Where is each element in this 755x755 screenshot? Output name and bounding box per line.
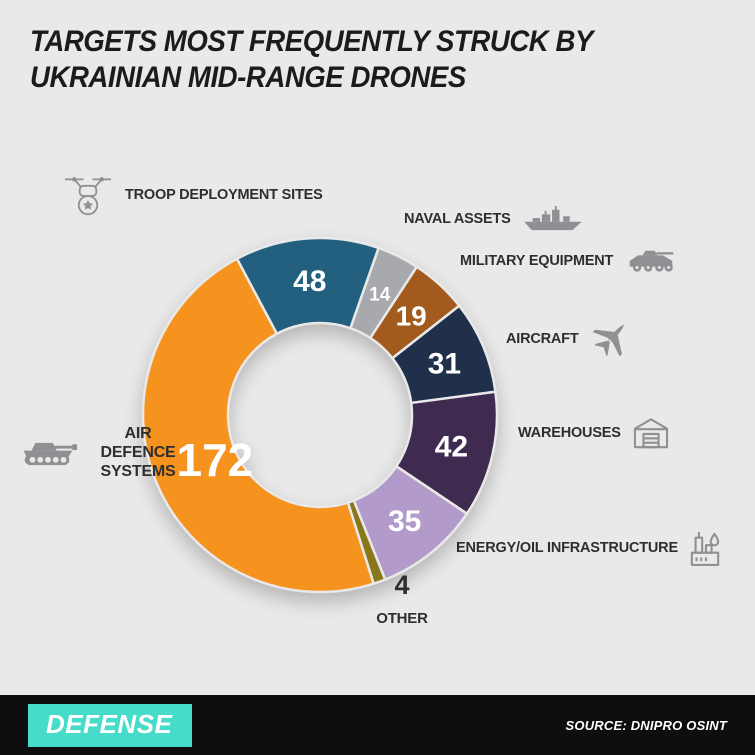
slice-value-label: 19 (396, 301, 427, 332)
category-label: WAREHOUSES (518, 425, 621, 441)
refinery-icon (690, 532, 720, 566)
donut-chart-wrap: 48 14 19 31 42 35 172 (110, 205, 530, 625)
category-military-equipment: MILITARY EQUIPMENT (460, 248, 678, 274)
warship-icon (523, 206, 582, 231)
tank-icon (23, 442, 78, 466)
category-label: MILITARY EQUIPMENT (460, 253, 614, 269)
category-other: 4 OTHER (360, 570, 444, 627)
slice-value-label: 42 (435, 431, 468, 464)
category-warehouses: WAREHOUSES (518, 416, 670, 450)
warehouse-icon (633, 418, 668, 449)
slice-value-label: 172 (177, 434, 254, 486)
slice-value-label: 31 (428, 347, 461, 380)
brand-logo: DEFENSE (28, 703, 193, 747)
source-credit: SOURCE: DNIPRO OSINT (565, 717, 727, 733)
category-troop-deployment-sites: TROOP DEPLOYMENT SITES (62, 172, 323, 218)
slice-value-label: 35 (388, 505, 421, 538)
category-label: AIR DEFENCE SYSTEMS (100, 425, 176, 480)
armored-vehicle-icon (629, 250, 674, 272)
category-aircraft: AIRCRAFT (506, 318, 632, 360)
fighter-jet-icon (592, 324, 624, 357)
category-air-defence-systems: AIR DEFENCE SYSTEMS (16, 424, 184, 481)
slice-value-label: 14 (369, 285, 391, 306)
category-energy-oil-infrastructure: ENERGY/OIL INFRASTRUCTURE (456, 528, 721, 568)
category-naval-assets: NAVAL ASSETS (404, 206, 584, 232)
category-label: NAVAL ASSETS (404, 211, 511, 227)
category-label: OTHER (376, 610, 428, 627)
other-value: 4 (394, 570, 410, 600)
page-title: TARGETS MOST FREQUENTLY STRUCK BY UKRAIN… (30, 24, 593, 96)
drone-icon (65, 177, 111, 216)
category-label: TROOP DEPLOYMENT SITES (125, 187, 323, 203)
category-label: AIRCRAFT (506, 331, 579, 347)
page-title-line1: TARGETS MOST FREQUENTLY STRUCK BY (30, 25, 593, 58)
donut-slice-7 (141, 257, 375, 594)
slice-value-label: 48 (293, 265, 326, 298)
page-title-line2: UKRAINIAN MID-RANGE DRONES (30, 61, 466, 94)
footer-bar: DEFENSE SOURCE: DNIPRO OSINT (0, 695, 755, 755)
category-label: ENERGY/OIL INFRASTRUCTURE (456, 540, 678, 556)
